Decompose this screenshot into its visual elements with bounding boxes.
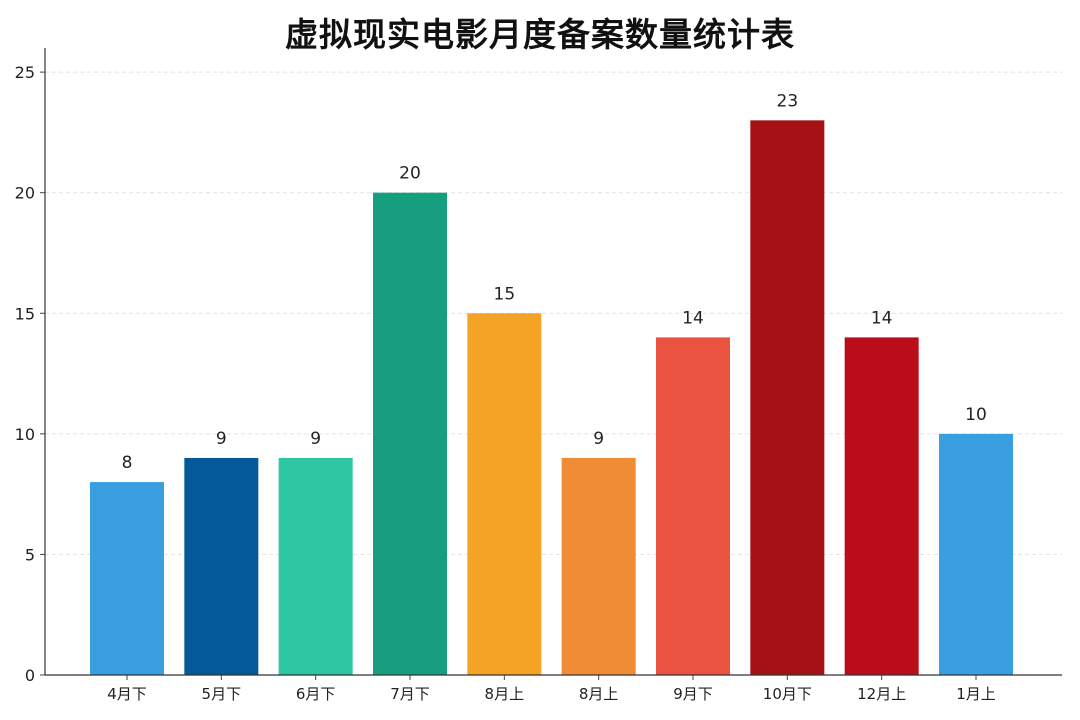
- bar: [561, 457, 636, 675]
- y-tick-label: 5: [25, 545, 35, 564]
- x-tick-label: 8月上: [579, 685, 619, 703]
- x-tick-label: 9月下: [673, 685, 713, 703]
- bar: [90, 482, 164, 675]
- bar: [467, 313, 542, 675]
- bar: [278, 457, 353, 675]
- bar: [750, 120, 825, 676]
- bar: [844, 337, 919, 675]
- data-label: 8: [122, 453, 133, 473]
- data-label: 9: [310, 429, 321, 449]
- y-tick-label: 10: [15, 425, 35, 444]
- bars: 8 9 9 20 15 9 14 23 14 10: [90, 91, 1013, 676]
- data-label: 9: [593, 429, 604, 449]
- x-tick-label: 10月下: [763, 685, 812, 703]
- x-tick-label: 1月上: [956, 685, 996, 703]
- data-label: 10: [965, 405, 987, 425]
- y-tick-label: 25: [15, 63, 35, 82]
- bar: [184, 457, 259, 675]
- data-label: 9: [216, 429, 227, 449]
- x-tick-label: 4月下: [107, 685, 147, 703]
- data-label: 14: [682, 308, 704, 328]
- x-tick-label: 7月下: [390, 685, 430, 703]
- data-label: 14: [871, 308, 893, 328]
- x-tick-label: 5月下: [202, 685, 242, 703]
- x-tick-label: 8月上: [485, 685, 525, 703]
- y-tick-label: 15: [15, 304, 35, 323]
- data-label: 15: [494, 284, 516, 304]
- chart-title: 虚拟现实电影月度备案数量统计表: [285, 15, 795, 54]
- bar: [939, 433, 1013, 675]
- bar: [656, 337, 730, 675]
- x-tick-label: 12月上: [857, 685, 906, 703]
- y-tick-label: 0: [25, 666, 35, 685]
- y-tick-label: 20: [15, 184, 35, 203]
- x-tick-label: 6月下: [296, 685, 336, 703]
- data-label: 23: [777, 91, 799, 111]
- bar: [373, 192, 447, 675]
- axes: 0 5 10 15 20 25 4月下 5月下 6月下 7月下 8月上 8月上 9月下 10月下 12月上 1…: [15, 48, 1062, 703]
- data-label: 20: [399, 164, 421, 184]
